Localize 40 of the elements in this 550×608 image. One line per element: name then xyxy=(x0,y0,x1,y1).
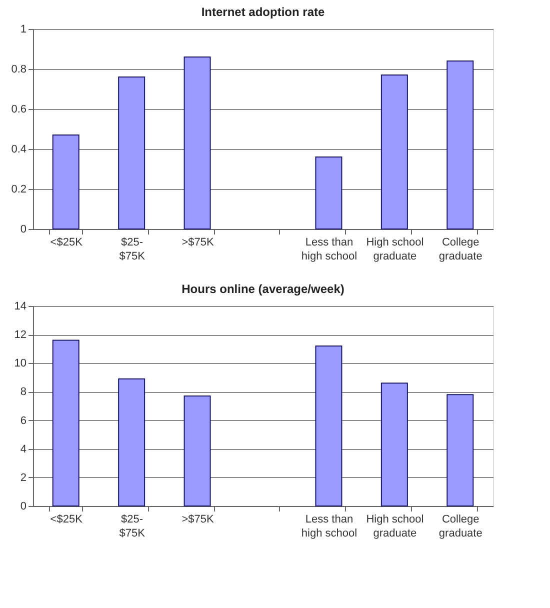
chart-title: Hours online (average/week) xyxy=(182,282,344,296)
bar xyxy=(380,382,408,506)
y-tick-label: 14 xyxy=(14,300,26,312)
y-tick-label: 2 xyxy=(20,472,26,484)
x-tick-label: >$75K xyxy=(182,236,214,248)
y-tick-label: 0.2 xyxy=(11,184,26,196)
bar xyxy=(52,340,80,506)
x-tick-label: Less than high school xyxy=(301,514,358,540)
bar xyxy=(184,56,211,230)
bar xyxy=(446,394,474,506)
y-tick-label: 10 xyxy=(14,358,26,370)
x-tick-label: Less than high school xyxy=(301,236,358,262)
y-tick-label: 6 xyxy=(20,414,26,427)
x-tick-label: <$25K xyxy=(50,236,84,248)
y-tick-label: 0 xyxy=(20,500,26,512)
y-tick-label: 0.6 xyxy=(11,104,26,116)
bar xyxy=(315,156,342,230)
y-tick-label: 8 xyxy=(20,386,26,398)
chart-title: Internet adoption rate xyxy=(201,5,325,19)
x-tick-label: >$75K xyxy=(182,514,214,526)
bar xyxy=(446,60,474,230)
x-tick-label: High school graduate xyxy=(366,514,424,540)
y-tick-label: 0.8 xyxy=(11,64,26,76)
y-tick-label: 0.4 xyxy=(11,144,26,156)
bar xyxy=(52,134,80,230)
bar xyxy=(118,378,146,506)
y-tick-label: 1 xyxy=(20,24,26,36)
bar xyxy=(315,346,342,506)
x-tick-label: College graduate xyxy=(438,514,482,540)
y-tick-label: 0 xyxy=(20,224,26,236)
x-tick-label: High school graduate xyxy=(366,236,424,262)
y-tick-label: 12 xyxy=(14,329,26,342)
bar xyxy=(118,76,146,230)
x-tick-label: $25-$75K xyxy=(119,514,146,540)
y-tick-label: 4 xyxy=(20,443,26,456)
bar xyxy=(380,74,408,230)
x-tick-label: College graduate xyxy=(438,236,482,262)
bar xyxy=(184,396,211,506)
x-tick-label: $25-$75K xyxy=(119,236,146,262)
x-tick-label: <$25K xyxy=(50,514,84,526)
